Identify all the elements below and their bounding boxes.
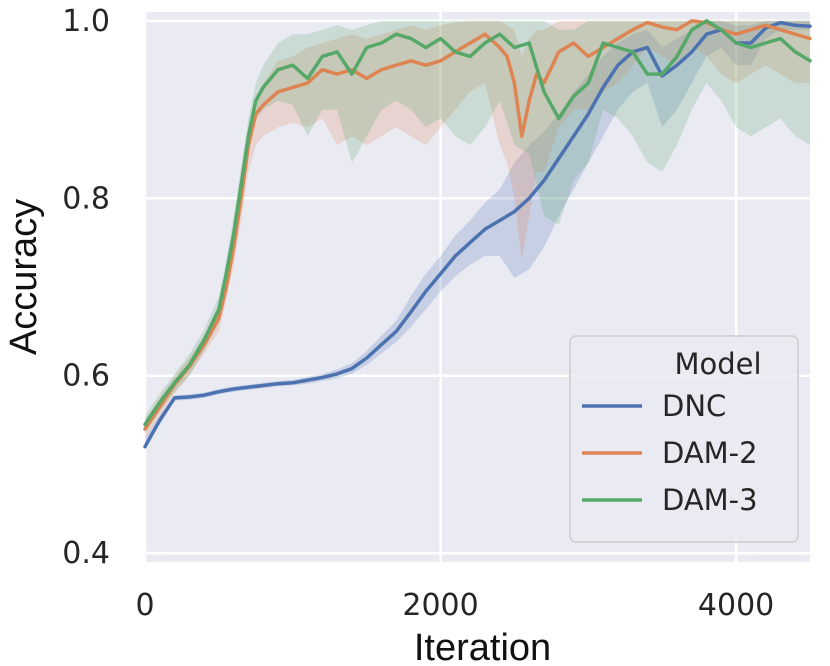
x-axis-title: Iteration — [414, 627, 551, 666]
x-tick-label: 2000 — [402, 588, 478, 623]
x-tick-label: 0 — [135, 588, 154, 623]
legend: Model DNC DAM-2 DAM-3 — [569, 335, 799, 543]
legend-label-dam-3: DAM-3 — [662, 483, 758, 517]
y-tick-label: 0.8 — [62, 181, 110, 216]
y-axis-title: Accuracy — [3, 199, 45, 355]
legend-label-dam-2: DAM-2 — [662, 436, 758, 470]
dam-2-band — [145, 20, 810, 438]
legend-title: Model — [674, 347, 761, 381]
tick-labels: 0.4 0.6 0.8 1.0 0 2000 4000 — [62, 4, 774, 623]
legend-label-dnc: DNC — [662, 389, 726, 423]
dam-3-band — [145, 20, 810, 434]
legend-box — [569, 335, 799, 543]
dnc-line — [143, 20, 812, 449]
series-lines — [143, 19, 812, 449]
y-tick-label: 0.6 — [62, 359, 110, 394]
dam-3-line — [143, 19, 812, 427]
x-tick-label: 4000 — [698, 588, 774, 623]
y-tick-label: 0.4 — [62, 536, 110, 571]
y-tick-label: 1.0 — [62, 4, 110, 39]
